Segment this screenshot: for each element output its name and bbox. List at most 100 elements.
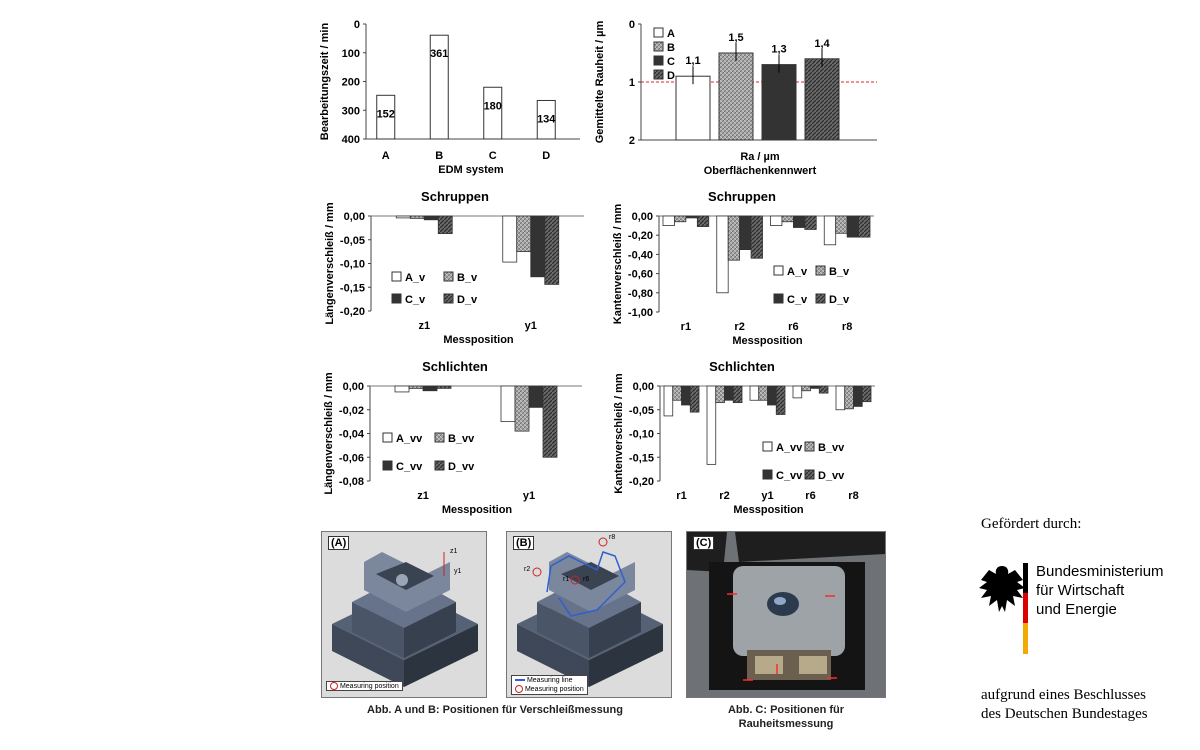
bar-value-label: 1,1 xyxy=(685,55,700,67)
photo-a-label-z1: z1 xyxy=(450,548,458,555)
x-tick-label: z1 xyxy=(418,320,430,332)
photo-c-tag: (C) xyxy=(693,536,715,550)
legend-swatch xyxy=(773,265,784,276)
bar-C_vv xyxy=(422,385,438,392)
bar-D_vv xyxy=(818,385,829,394)
y-tick-label: -0,05 xyxy=(629,405,654,417)
x-axis-label: Messposition xyxy=(733,504,804,516)
bar-value-label: 152 xyxy=(377,108,395,120)
legend-swatch xyxy=(762,441,773,452)
y-tick-label: 0 xyxy=(629,19,635,31)
bar-C_v xyxy=(685,215,698,219)
legend-swatch xyxy=(653,27,664,38)
x-tick-label: C xyxy=(489,150,497,162)
y-tick-label: -0,60 xyxy=(628,269,653,281)
legend-label: C_v xyxy=(787,294,808,306)
legend-label: B_vv xyxy=(448,433,475,445)
y-tick-label: 1 xyxy=(629,77,635,89)
y-axis-label: Kantenverschleiß / mm xyxy=(612,204,624,325)
bar-D_v xyxy=(858,215,871,238)
x-tick-label: r1 xyxy=(676,490,686,502)
photo-b-legend-circle: Measuring position xyxy=(524,686,584,693)
x-tick-label: z1 xyxy=(417,490,429,502)
flag-bar-black xyxy=(1023,563,1028,593)
legend-swatch xyxy=(762,469,773,480)
bar-C_v xyxy=(423,215,439,221)
x-tick-label: A xyxy=(382,150,390,162)
y-axis-label: Längenverschleiß / mm xyxy=(323,372,335,494)
chart-processing-time: 0 100 200 300 400 Bearbeitungszeit / min 152 A 3… xyxy=(319,19,580,176)
bar-B_vv xyxy=(801,385,811,392)
x-axis-label: Messposition xyxy=(732,335,803,347)
y-tick-label: -0,80 xyxy=(628,288,653,300)
bar-D_v xyxy=(750,215,763,259)
x-tick-label: r6 xyxy=(805,490,815,502)
flag-bar-gold xyxy=(1023,623,1028,654)
y-tick-label: 400 xyxy=(342,134,360,146)
y-tick-label: 200 xyxy=(342,77,360,89)
chart-edge-wear-finishing: Schlichten 0,00 -0,05 -0,10 -0,15 -0,20 Kanten… xyxy=(613,359,875,516)
legend-label: A_v xyxy=(787,266,808,278)
photo-b-label-r2: r2 xyxy=(524,566,531,573)
funding-note: aufgrund eines Beschlusses des Deutschen… xyxy=(981,686,1148,724)
x-axis-label: Ra / µm xyxy=(740,151,780,163)
funding-note-line-2: des Deutschen Bundestages xyxy=(981,706,1148,722)
bar-C_vv xyxy=(767,385,777,406)
bar-C_v xyxy=(792,215,806,228)
legend-swatch xyxy=(653,41,664,52)
bar-B_v xyxy=(727,215,741,261)
bar-B xyxy=(718,52,754,141)
y-tick-label: 0,00 xyxy=(632,211,653,223)
chart-title: Schlichten xyxy=(709,359,775,374)
bar-value-label: 134 xyxy=(537,113,556,125)
bar-C_vv xyxy=(724,385,734,401)
bar-B_vv xyxy=(514,385,530,432)
legend-swatch xyxy=(391,271,402,282)
legend-swatch xyxy=(804,469,815,480)
bar-value-label: 1,4 xyxy=(814,38,830,50)
y-tick-label: -0,20 xyxy=(628,230,653,242)
photo-b-legend: Measuring line Measuring position xyxy=(511,675,588,695)
x-tick-label: r1 xyxy=(681,321,691,333)
legend-label: A_v xyxy=(405,272,426,284)
x-tick-label: y1 xyxy=(525,320,537,332)
legend-swatch xyxy=(653,69,664,80)
bar-D_v xyxy=(437,215,453,234)
x-tick-label: y1 xyxy=(523,490,535,502)
bar-D_vv xyxy=(436,385,452,389)
bar-C_vv xyxy=(681,385,691,406)
legend-label: A_vv xyxy=(396,433,423,445)
bar-C xyxy=(761,64,797,141)
bar-value-label: 1,5 xyxy=(728,32,743,44)
funding-note-line-1: aufgrund eines Beschlusses xyxy=(981,687,1146,703)
legend-swatch xyxy=(434,432,445,443)
measuring-position-icon xyxy=(515,685,523,694)
legend-swatch xyxy=(434,460,445,471)
bar-D_vv xyxy=(732,385,743,404)
bar-A_v xyxy=(716,215,729,294)
funding-heading: Gefördert durch: xyxy=(981,516,1082,532)
chart-roughness: 0 1 2 Gemittelte Rauheit / µm 1,1 1,5 1,3 1,4 AB… xyxy=(594,19,877,177)
x-tick-label: B xyxy=(435,150,443,162)
bar-D_vv xyxy=(861,385,872,403)
y-tick-label: -0,04 xyxy=(339,429,365,441)
y-tick-label: -1,00 xyxy=(628,307,653,319)
y-tick-label: -0,05 xyxy=(340,235,365,247)
bar-value-label: 1,3 xyxy=(771,44,786,56)
legend-swatch xyxy=(382,432,393,443)
y-tick-label: 2 xyxy=(629,135,635,147)
bar-D xyxy=(804,58,840,141)
bar xyxy=(536,99,556,140)
legend-swatch xyxy=(815,293,826,304)
y-tick-label: 0,00 xyxy=(633,381,654,393)
legend-label: D_v xyxy=(457,294,478,306)
bar-B_vv xyxy=(408,385,424,389)
y-tick-label: 0,00 xyxy=(344,211,365,223)
bar-D_vv xyxy=(775,385,786,415)
y-axis-label: Kantenverschleiß / mm xyxy=(613,373,625,494)
chart-title: Schlichten xyxy=(422,359,488,374)
x-tick-label: r6 xyxy=(788,321,798,333)
photo-a-wear-positions: (A) z1 y1 Measuring position xyxy=(321,531,487,698)
legend-label: B_vv xyxy=(818,442,845,454)
